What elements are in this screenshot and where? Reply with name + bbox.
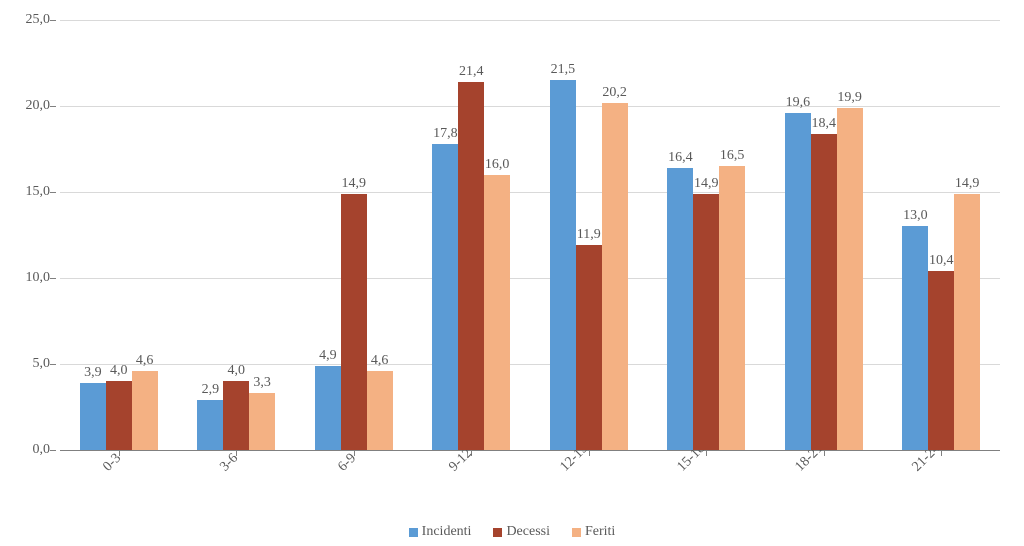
y-tick bbox=[50, 278, 56, 279]
bar bbox=[837, 108, 863, 450]
bar-chart: 0,05,010,015,020,025,00-33,94,04,63-62,9… bbox=[0, 0, 1024, 546]
y-tick bbox=[50, 192, 56, 193]
bar bbox=[106, 381, 132, 450]
bar bbox=[132, 371, 158, 450]
legend-swatch bbox=[493, 528, 502, 537]
bar bbox=[719, 166, 745, 450]
bar bbox=[367, 371, 393, 450]
bar bbox=[223, 381, 249, 450]
bar-value-label: 14,9 bbox=[947, 176, 987, 192]
bar-value-label: 16,5 bbox=[712, 148, 752, 164]
bar-value-label: 21,4 bbox=[451, 64, 491, 80]
bar bbox=[249, 393, 275, 450]
bar-value-label: 3,3 bbox=[242, 375, 282, 391]
bar bbox=[341, 194, 367, 450]
bar-value-label: 13,0 bbox=[895, 208, 935, 224]
y-tick bbox=[50, 20, 56, 21]
bar bbox=[197, 400, 223, 450]
y-axis-label: 15,0 bbox=[10, 184, 50, 200]
bar-value-label: 21,5 bbox=[543, 62, 583, 78]
bar bbox=[602, 103, 628, 450]
bar bbox=[315, 366, 341, 450]
bar-value-label: 19,9 bbox=[830, 90, 870, 106]
bar bbox=[667, 168, 693, 450]
y-axis-label: 5,0 bbox=[10, 356, 50, 372]
bar-value-label: 4,6 bbox=[125, 353, 165, 369]
bar bbox=[576, 245, 602, 450]
bar bbox=[550, 80, 576, 450]
x-axis-label: 0-3 bbox=[100, 451, 125, 476]
x-axis-label: 6-9 bbox=[335, 451, 360, 476]
x-tick bbox=[354, 450, 355, 456]
bar-value-label: 16,0 bbox=[477, 157, 517, 173]
legend-swatch bbox=[572, 528, 581, 537]
y-tick bbox=[50, 106, 56, 107]
y-axis-label: 25,0 bbox=[10, 12, 50, 28]
bar bbox=[432, 144, 458, 450]
legend-label: Incidenti bbox=[422, 524, 472, 540]
legend-label: Feriti bbox=[585, 524, 615, 540]
bar-value-label: 20,2 bbox=[595, 85, 635, 101]
bar-value-label: 19,6 bbox=[778, 95, 818, 111]
legend-item: Incidenti bbox=[409, 524, 472, 540]
y-axis-label: 0,0 bbox=[10, 442, 50, 458]
x-tick bbox=[119, 450, 120, 456]
bar bbox=[693, 194, 719, 450]
legend-swatch bbox=[409, 528, 418, 537]
x-axis-line bbox=[60, 450, 1000, 451]
x-tick bbox=[236, 450, 237, 456]
bar-value-label: 16,4 bbox=[660, 150, 700, 166]
legend-label: Decessi bbox=[506, 524, 550, 540]
bar bbox=[928, 271, 954, 450]
bar bbox=[458, 82, 484, 450]
bar bbox=[785, 113, 811, 450]
y-tick bbox=[50, 450, 56, 451]
y-axis-label: 10,0 bbox=[10, 270, 50, 286]
y-tick bbox=[50, 364, 56, 365]
bar-value-label: 14,9 bbox=[334, 176, 374, 192]
bar bbox=[80, 383, 106, 450]
plot-area: 0,05,010,015,020,025,00-33,94,04,63-62,9… bbox=[60, 20, 1000, 450]
bar-value-label: 4,6 bbox=[360, 353, 400, 369]
bar bbox=[811, 134, 837, 450]
legend-item: Decessi bbox=[493, 524, 550, 540]
x-axis-label: 3-6 bbox=[217, 451, 242, 476]
y-axis-label: 20,0 bbox=[10, 98, 50, 114]
gridline bbox=[60, 20, 1000, 21]
bar bbox=[954, 194, 980, 450]
bar bbox=[484, 175, 510, 450]
legend-item: Feriti bbox=[572, 524, 615, 540]
legend: Incidenti Decessi Feriti bbox=[0, 524, 1024, 540]
